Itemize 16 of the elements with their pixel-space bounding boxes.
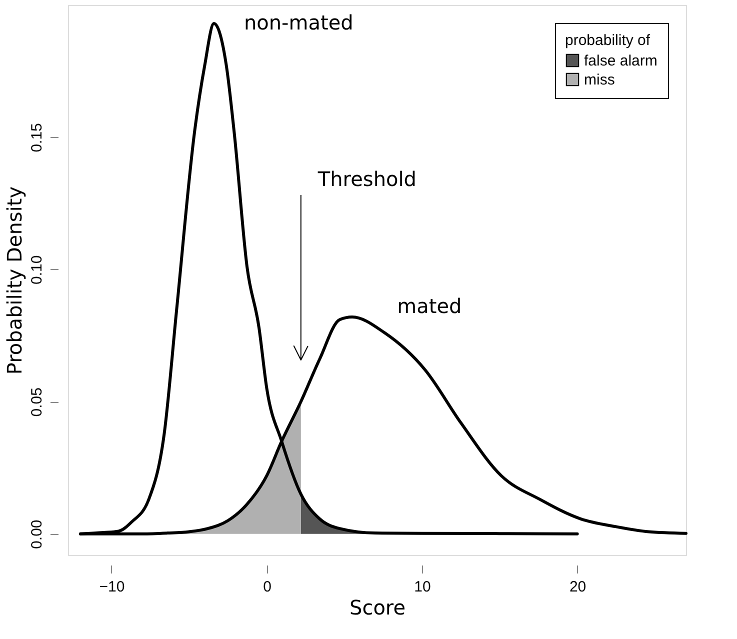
- legend-title: probability of: [565, 32, 651, 49]
- x-tick-label: −10: [99, 578, 125, 596]
- x-tick-label: 10: [414, 578, 431, 596]
- legend-label: false alarm: [584, 52, 658, 70]
- series-label: mated: [397, 294, 462, 318]
- y-tick-label: 0.15: [28, 123, 46, 152]
- legend-label: miss: [584, 72, 615, 88]
- y-tick-label: 0.00: [28, 520, 46, 549]
- x-tick-label: 0: [263, 578, 272, 596]
- series-label: non-mated: [244, 10, 354, 35]
- y-axis-title: Probability Density: [2, 186, 26, 375]
- y-tick-label: 0.05: [28, 388, 46, 417]
- ref-line-label: Threshold: [316, 167, 416, 191]
- y-tick-label: 0.10: [28, 255, 46, 285]
- x-tick-label: 20: [569, 578, 586, 596]
- x-axis-title: Score: [349, 596, 406, 620]
